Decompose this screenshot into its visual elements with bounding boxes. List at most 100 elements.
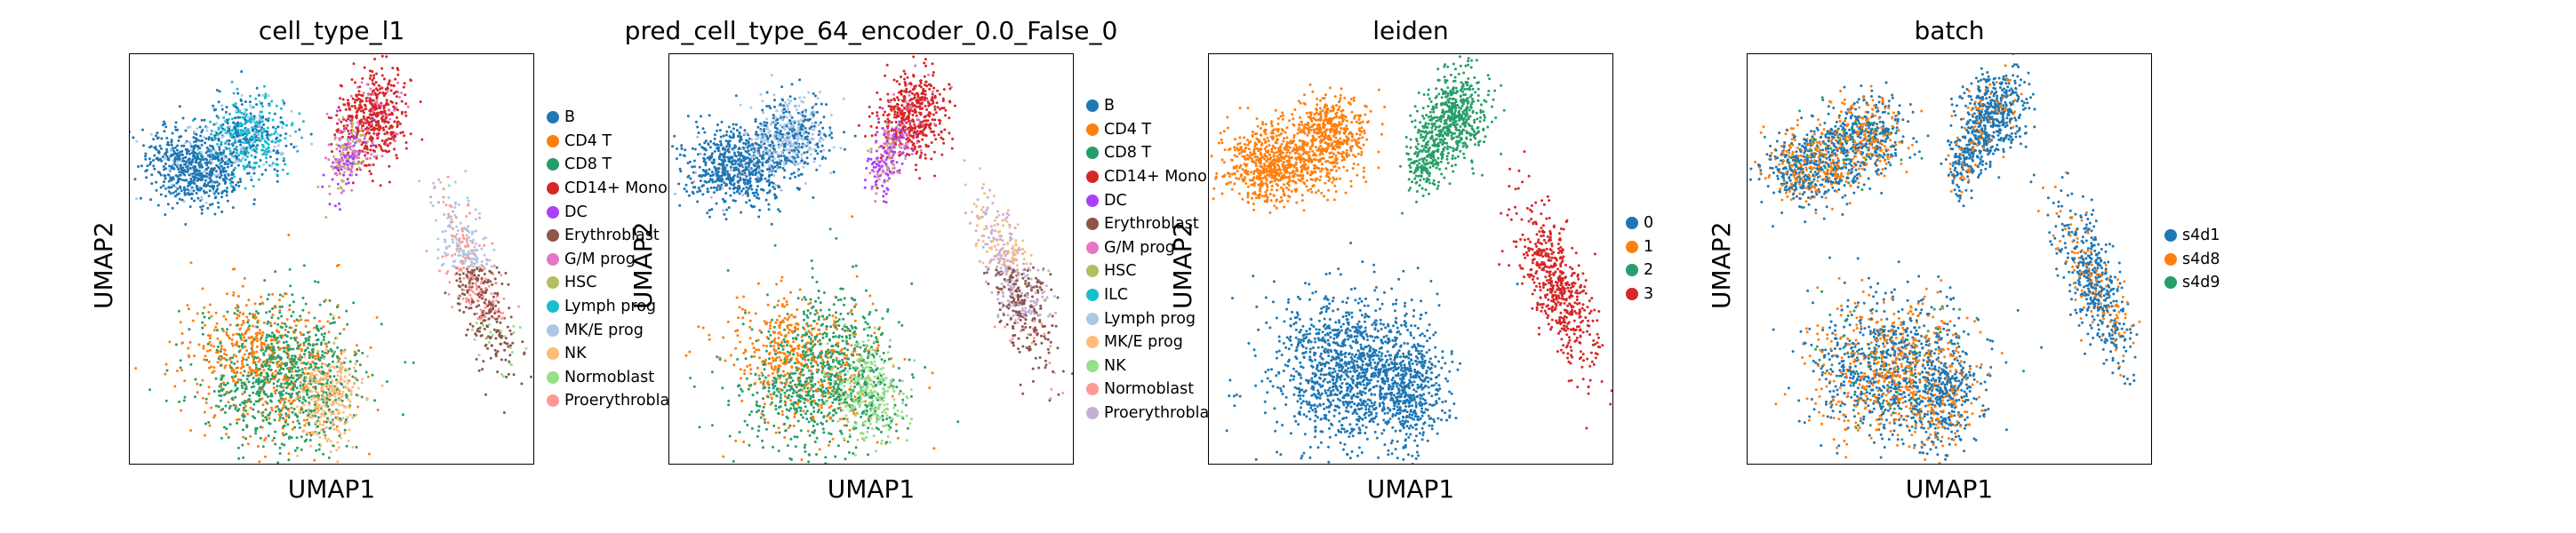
umap-scatter <box>671 55 1073 464</box>
plot-area <box>1747 53 2152 465</box>
legend-label: 3 <box>1644 285 1654 304</box>
legend-item: CD8 T <box>1086 141 1223 165</box>
legend-marker <box>1626 264 1638 277</box>
point-cluster <box>130 104 313 226</box>
legend-item: 0 <box>1626 211 1653 235</box>
legend-label: G/M prog <box>1104 238 1175 257</box>
legend-item: 3 <box>1626 282 1653 306</box>
x-axis-label: UMAP1 <box>1905 474 1994 504</box>
legend-marker <box>1086 265 1099 278</box>
legend-item: CD8 T <box>547 153 684 177</box>
legend-label: Erythroblast <box>564 227 660 245</box>
plot-area <box>129 53 534 465</box>
point-cluster <box>1949 54 2036 179</box>
legend-label: ILC <box>1104 286 1129 305</box>
x-axis-label: UMAP1 <box>827 474 916 504</box>
legend-marker <box>1086 289 1099 302</box>
legend-label: G/M prog <box>564 250 636 268</box>
point-cluster <box>418 170 532 414</box>
legend-label: CD4 T <box>564 131 612 150</box>
legend-item: HSC <box>547 271 684 295</box>
point-cluster <box>684 215 960 464</box>
legend-marker <box>1086 407 1099 420</box>
legend-item: MK/E prog <box>547 318 684 342</box>
legend-item: NK <box>1086 354 1223 378</box>
point-cluster <box>863 100 919 204</box>
legend-marker <box>1086 123 1099 136</box>
point-cluster <box>1272 83 1387 202</box>
legend-item: Normoblast <box>1086 378 1223 402</box>
legend-marker <box>2164 229 2177 243</box>
point-cluster <box>963 159 1073 402</box>
legend-label: Lymph prog <box>1104 309 1196 328</box>
legend-item: G/M prog <box>1086 236 1223 260</box>
legend-label: B <box>1104 97 1116 115</box>
legend-item: CD14+ Mono <box>547 177 684 201</box>
legend-item: CD4 T <box>1086 118 1223 142</box>
point-cluster <box>857 55 956 190</box>
legend-label: NK <box>564 345 587 363</box>
legend-label: CD4 T <box>1104 120 1152 139</box>
point-cluster <box>1409 55 1506 187</box>
legend-item: CD4 T <box>547 130 684 154</box>
legend-item: B <box>547 106 684 130</box>
legend-label: DC <box>1104 191 1127 210</box>
legend-marker <box>547 276 559 290</box>
legend-item: Proerythroblast <box>1086 402 1223 426</box>
point-cluster <box>1772 256 2044 459</box>
legend-label: CD8 T <box>564 155 612 174</box>
legend-item: s4d8 <box>2164 248 2220 272</box>
legend-marker <box>1086 218 1099 231</box>
legend-item: Proerythroblast <box>547 389 684 413</box>
legend-item: G/M prog <box>547 248 684 272</box>
point-cluster <box>727 74 857 199</box>
legend-item: Lymph prog <box>1086 306 1223 330</box>
legend-label: CD14+ Mono <box>1104 168 1207 187</box>
legend-marker <box>1626 240 1638 253</box>
legend-item: MK/E prog <box>1086 330 1223 354</box>
chart-title: leiden <box>1372 16 1449 45</box>
legend-marker <box>547 347 559 361</box>
legend: B CD4 T CD8 T CD14+ Mono DC Erythroblast G/M p… <box>1086 94 1223 425</box>
legend: B CD4 T CD8 T CD14+ Mono DC Erythroblast G/M p… <box>547 106 684 413</box>
legend-marker <box>547 394 559 408</box>
legend-marker <box>1086 359 1099 372</box>
legend-marker <box>547 205 559 219</box>
legend-item: CD14+ Mono <box>1086 165 1223 189</box>
legend-item: Erythroblast <box>1086 212 1223 236</box>
point-cluster <box>1225 242 1519 464</box>
legend-label: s4d9 <box>2182 274 2220 292</box>
point-cluster <box>1399 115 1454 215</box>
legend-label: s4d8 <box>2182 250 2220 268</box>
umap-scatter <box>1210 55 1612 464</box>
legend-marker <box>547 370 559 384</box>
x-axis-label: UMAP1 <box>1366 474 1455 504</box>
umap-scatter <box>1749 54 2141 464</box>
plot-area <box>668 53 1074 465</box>
legend-label: Normoblast <box>1104 380 1195 399</box>
point-cluster <box>1498 150 1612 430</box>
point-cluster <box>134 234 415 464</box>
point-cluster <box>191 70 314 209</box>
legend-item: ILC <box>1086 283 1223 307</box>
legend-marker <box>1086 312 1099 325</box>
y-axis-label: UMAP2 <box>89 221 118 309</box>
legend-item: Erythroblast <box>547 224 684 248</box>
legend-marker <box>2164 276 2177 290</box>
legend-item: HSC <box>1086 259 1223 283</box>
legend-label: HSC <box>564 274 597 292</box>
legend-label: NK <box>1104 356 1126 375</box>
legend-marker <box>1086 171 1099 184</box>
legend-marker <box>547 111 559 124</box>
x-axis-label: UMAP1 <box>287 474 376 504</box>
legend-item: s4d1 <box>2164 224 2220 248</box>
legend-label: B <box>564 108 576 127</box>
legend-marker <box>547 229 559 243</box>
legend-marker <box>547 182 559 195</box>
legend-item: 2 <box>1626 259 1653 282</box>
legend-marker <box>1086 383 1099 396</box>
legend: s4d1 s4d8 s4d9 <box>2164 224 2220 295</box>
plot-area <box>1208 53 1613 465</box>
legend-marker <box>1086 147 1099 160</box>
legend-label: 1 <box>1644 237 1654 256</box>
